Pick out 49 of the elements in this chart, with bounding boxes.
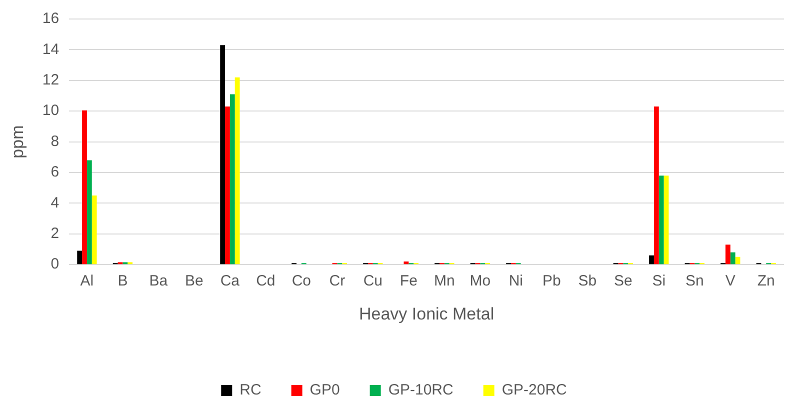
y-tick-label: 6 bbox=[50, 164, 60, 181]
x-tick-label: Se bbox=[614, 272, 632, 290]
x-axis-title: Heavy Ionic Metal bbox=[358, 304, 494, 324]
bar bbox=[92, 196, 97, 264]
bar bbox=[664, 176, 669, 264]
y-axis-title: ppm bbox=[8, 125, 27, 158]
y-tick-label: 2 bbox=[50, 225, 60, 242]
x-tick-label: Ba bbox=[149, 272, 168, 290]
bar bbox=[730, 252, 736, 264]
y-tick-label: 8 bbox=[50, 132, 60, 150]
x-tick-label: Ca bbox=[220, 272, 240, 290]
x-tick-label: Cu bbox=[363, 272, 383, 290]
y-tick-label: 10 bbox=[42, 102, 60, 120]
legend-label: GP0 bbox=[310, 382, 340, 399]
x-tick-label: Pb bbox=[542, 272, 561, 290]
x-tick-label: Co bbox=[292, 272, 312, 290]
x-tick-label: Ni bbox=[508, 272, 523, 290]
x-tick-label: V bbox=[725, 272, 736, 290]
bar bbox=[230, 94, 235, 264]
y-tick-label: 12 bbox=[42, 72, 60, 89]
x-tick-label: Fe bbox=[400, 272, 418, 290]
y-tick-label: 14 bbox=[42, 40, 60, 58]
x-tick-label: Cr bbox=[329, 272, 346, 290]
x-tick-label: Mo bbox=[470, 272, 491, 290]
bar bbox=[658, 176, 664, 264]
x-tick-label: Al bbox=[80, 272, 94, 290]
x-tick-label: Zn bbox=[757, 272, 775, 290]
legend-label: GP-20RC bbox=[502, 382, 568, 399]
y-tick-label: 0 bbox=[50, 256, 60, 273]
x-tick-label: Mn bbox=[434, 272, 455, 290]
y-tick-label: 16 bbox=[42, 10, 60, 28]
x-tick-label: Be bbox=[185, 272, 204, 290]
bar bbox=[725, 244, 730, 264]
x-tick-label: Sb bbox=[578, 272, 597, 290]
bar bbox=[82, 110, 87, 264]
bar bbox=[654, 106, 659, 264]
x-tick-label: Cd bbox=[256, 272, 276, 290]
bar bbox=[649, 255, 654, 264]
bar bbox=[225, 106, 230, 264]
legend-label: GP-10RC bbox=[388, 382, 454, 399]
y-tick-label: 4 bbox=[50, 194, 60, 212]
legend-label: RC bbox=[240, 382, 262, 399]
x-tick-label: Sn bbox=[685, 272, 704, 290]
bar bbox=[234, 77, 240, 264]
bar bbox=[77, 250, 82, 264]
bar bbox=[220, 45, 226, 264]
bar bbox=[86, 160, 92, 264]
x-tick-label: Si bbox=[652, 272, 666, 290]
x-tick-label: B bbox=[118, 272, 128, 290]
